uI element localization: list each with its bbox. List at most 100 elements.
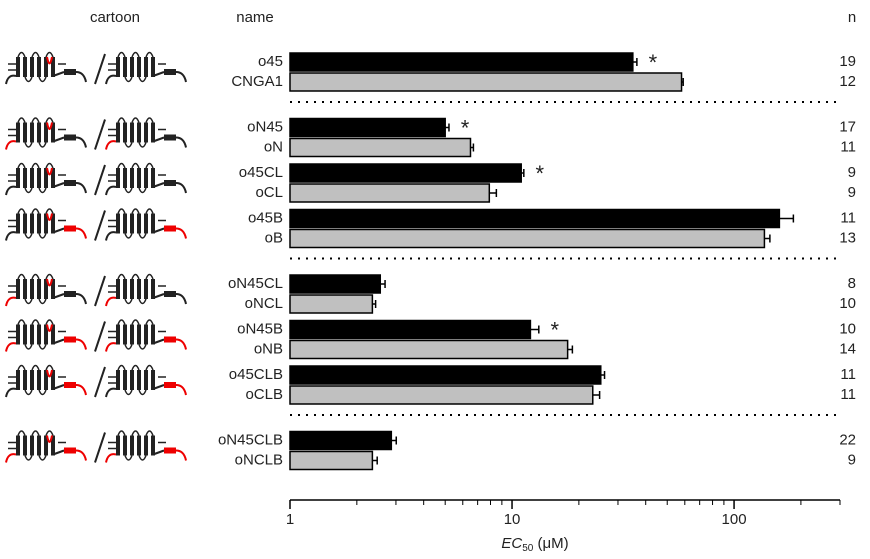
n-header: n [848,9,856,26]
cartoon-helix [30,214,34,234]
cartoon-loop [132,118,139,123]
cartoon-helix [37,370,41,390]
cartoon-pore-loop [47,57,52,64]
n-value: 12 [839,73,856,90]
cartoon-loop [118,320,125,325]
cartoon-helix [116,214,120,234]
cartoon-loop [139,345,146,350]
cartoon-loop [132,275,139,280]
bar [290,295,372,313]
n-value: 9 [848,164,856,181]
cartoon-c-tail [176,340,186,350]
cartoon-cnbd [164,448,176,454]
cartoon-loop [146,118,153,123]
x-axis-label: EC50 (μM) [501,535,568,554]
x-label-sub: 50 [522,543,534,554]
row-name: o45 [258,53,283,70]
cartoon-helix [151,436,155,456]
cartoon-helix [137,168,141,188]
cartoon-loop [39,143,46,148]
bar [290,164,521,182]
cartoon-c-tail [76,340,86,350]
error-bar [530,326,538,334]
cartoon-helix [151,279,155,299]
row-name: oN [264,138,283,155]
cartoon-c-tail [176,72,186,82]
cartoon-c-tail [176,294,186,304]
cartoon-helix [116,57,120,77]
cartoon-helix [23,370,27,390]
cartoon-loop [18,275,25,280]
cartoon-c-tail [76,138,86,148]
cartoon-cnbd [64,226,76,232]
cartoon-helix [37,214,41,234]
cartoon-loop [132,320,139,325]
cartoon-loop [18,53,25,58]
cartoon-loop [125,345,132,350]
row-name: oB [265,229,283,246]
cartoon-loop [125,234,132,239]
cartoon-loop [139,390,146,395]
cartoon-helix [23,436,27,456]
cartoon-loop [139,143,146,148]
cartoon-loop [39,299,46,304]
cartoon-cnbd [64,448,76,454]
significance: * [536,161,545,186]
cartoon-n-tail [6,141,16,149]
cartoon-helix [116,370,120,390]
cartoon-loop [46,118,53,123]
x-tick-label: 1 [286,511,294,528]
n-value: 10 [839,320,856,337]
cartoon-helix [130,214,134,234]
cartoon-pore-loop [47,325,52,332]
cartoon-loop [125,299,132,304]
significance: * [649,50,658,75]
cartoon-helix [23,168,27,188]
error-bar [489,189,496,197]
row-name: oNCL [245,295,283,312]
cartoon-n-tail [6,343,16,351]
cartoon-n-tail [106,343,116,351]
cartoon-pore-loop [47,214,52,221]
cartoon-slash [95,322,105,352]
cartoon-loop [25,143,32,148]
cartoon-helix [23,57,27,77]
bar [290,452,372,470]
cartoon-loop [146,431,153,436]
cartoon-cnbd [164,180,176,186]
cartoon-helix [137,325,141,345]
cartoon-loop [25,456,32,461]
cartoon-helix [137,57,141,77]
cartoon-helix [130,168,134,188]
n-value: 10 [839,295,856,312]
n-value: 9 [848,184,856,201]
row-name: oN45CLB [218,431,283,448]
row-name: o45CL [239,164,283,181]
cartoon-cnbd [64,69,76,75]
cartoon-loop [18,320,25,325]
cartoon-helix [123,57,127,77]
cartoon-helix [137,214,141,234]
cartoon-loop [39,188,46,193]
cartoon-loop [146,366,153,371]
cartoon-header: cartoon [90,9,140,26]
cartoon-loop [132,209,139,214]
cartoon-slash [95,367,105,397]
cartoon-helix [116,325,120,345]
cartoon-n-tail [6,298,16,306]
cartoon-loop [118,366,125,371]
cartoon-helix [37,123,41,143]
cartoon-loop [32,275,39,280]
cartoon-loop [32,431,39,436]
bar [290,53,633,71]
cartoon-loop [46,275,53,280]
cartoon-helix [130,370,134,390]
cartoon-loop [39,456,46,461]
cartoon-loop [25,299,32,304]
cartoon-helix [23,214,27,234]
row-name: CNGA1 [231,73,283,90]
cartoon-helix [123,436,127,456]
cartoon-loop [18,431,25,436]
cartoon-helix [30,123,34,143]
cartoon-cnbd [164,135,176,141]
